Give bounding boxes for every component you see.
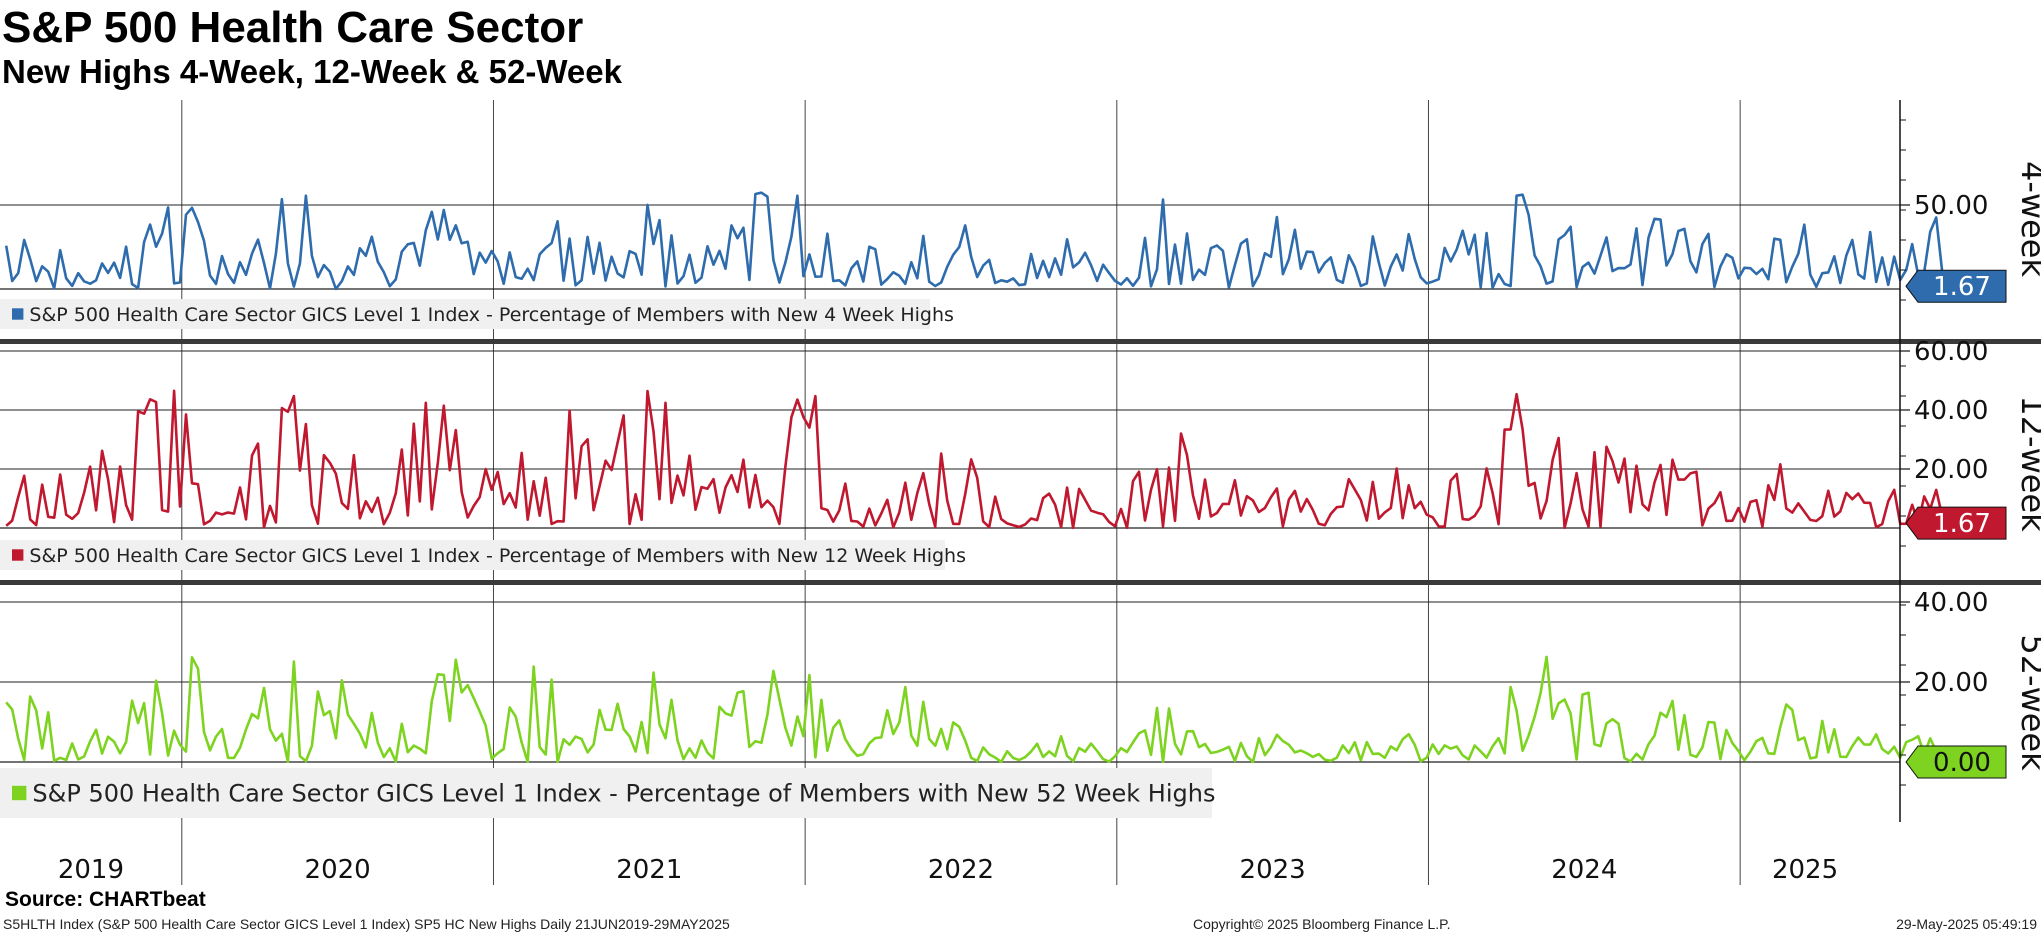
x-tick-label: 2021 <box>616 855 682 885</box>
legend-swatch <box>12 785 27 801</box>
y-tick-label: 40.00 <box>1914 588 1988 618</box>
y-tick-label: 60.00 <box>1914 337 1988 367</box>
last-value-label: 0.00 <box>1933 748 1991 778</box>
last-value-flag <box>1905 745 2007 779</box>
footer-copyright: Copyright© 2025 Bloomberg Finance L.P. <box>1193 916 1451 932</box>
footer-index-description: S5HLTH Index (S&P 500 Health Care Sector… <box>3 916 730 932</box>
y-tick-label: 20.00 <box>1914 455 1988 485</box>
x-tick-label: 2022 <box>928 855 994 885</box>
legend-swatch <box>12 549 24 561</box>
x-tick-label: 2020 <box>305 855 371 885</box>
panel-label: 4-week <box>2014 161 2041 277</box>
legend-background <box>0 540 945 570</box>
y-tick-label: 50.00 <box>1914 191 1988 221</box>
panel-label: 52-week <box>2014 634 2041 771</box>
panel-separator <box>0 580 2041 585</box>
chart-subtitle: New Highs 4-Week, 12-Week & 52-Week <box>2 53 622 90</box>
footer-timestamp: 29-May-2025 05:49:19 <box>1896 916 2037 932</box>
series-line-12-week <box>5 389 1946 530</box>
legend-label: S&P 500 Health Care Sector GICS Level 1 … <box>32 780 1215 808</box>
panel-label: 12-week <box>2014 395 2041 532</box>
legend-swatch <box>12 308 24 320</box>
series-line-4-week <box>4 191 1946 291</box>
x-tick-label: 2024 <box>1551 855 1617 885</box>
y-tick-label: 20.00 <box>1914 668 1988 698</box>
panel-separator <box>0 339 2041 344</box>
x-tick-label: 2023 <box>1240 855 1306 885</box>
legend-label: S&P 500 Health Care Sector GICS Level 1 … <box>29 545 966 567</box>
series-line-52-week <box>5 655 1945 764</box>
legend-layer: S&P 500 Health Care Sector GICS Level 1 … <box>0 299 1215 818</box>
last-value-flag <box>1905 269 2007 303</box>
legend-label: S&P 500 Health Care Sector GICS Level 1 … <box>29 304 954 326</box>
legend-background <box>0 299 930 329</box>
grid-layer <box>0 100 2041 885</box>
x-tick-label: 2025 <box>1772 855 1838 885</box>
series-layer <box>4 191 1946 764</box>
last-value-flag <box>1905 506 2007 540</box>
axis-layer: 2019 2020 2021 2022 2023 2024 2025 50.00 1.67 4-w… <box>58 100 2041 885</box>
source-label: Source: CHARTbeat <box>5 888 206 911</box>
last-value-label: 1.67 <box>1933 509 1991 539</box>
y-tick-label: 40.00 <box>1914 396 1988 426</box>
chart-title: S&P 500 Health Care Sector <box>2 3 584 52</box>
x-tick-label: 2019 <box>58 855 124 885</box>
legend-background <box>0 768 1212 818</box>
last-value-label: 1.67 <box>1933 272 1991 302</box>
